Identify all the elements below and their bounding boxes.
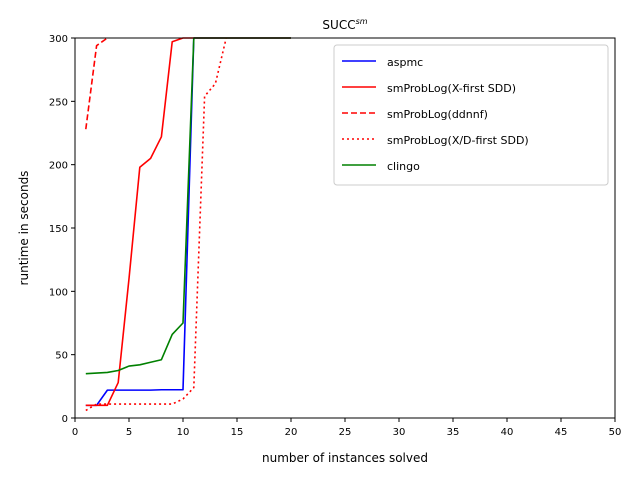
legend-label: smProbLog(X/D-first SDD) <box>387 134 529 147</box>
series-line-3 <box>85 37 108 130</box>
y-tick-label: 250 <box>49 97 68 108</box>
y-axis-label: runtime in seconds <box>17 171 31 286</box>
chart-title-superscript: sm <box>356 17 368 26</box>
legend-label: aspmc <box>387 56 423 69</box>
y-tick-label: 50 <box>55 351 68 362</box>
x-tick-label: 35 <box>447 427 460 438</box>
series-group <box>85 37 291 412</box>
x-tick-label: 25 <box>339 427 352 438</box>
chart-title: SUCCsm <box>322 17 367 32</box>
series-line-4 <box>85 37 227 412</box>
legend-label: smProbLog(X-first SDD) <box>387 82 516 95</box>
legend-label: clingo <box>387 160 420 173</box>
x-tick-label: 30 <box>393 427 406 438</box>
x-tick-label: 15 <box>231 427 244 438</box>
x-tick-label: 10 <box>177 427 190 438</box>
y-tick-label: 0 <box>62 414 68 425</box>
y-tick-label: 150 <box>49 224 68 235</box>
y-tick-label: 100 <box>49 287 68 298</box>
x-tick-label: 0 <box>72 427 78 438</box>
x-tick-label: 5 <box>126 427 132 438</box>
legend-label: smProbLog(ddnnf) <box>387 108 488 121</box>
x-tick-label: 50 <box>609 427 622 438</box>
y-tick-label: 300 <box>49 34 68 45</box>
x-axis-label: number of instances solved <box>262 451 428 465</box>
x-tick-label: 45 <box>555 427 568 438</box>
series-line-1 <box>85 37 291 407</box>
y-tick-label: 200 <box>49 161 68 172</box>
chart-title-main: SUCC <box>322 18 355 32</box>
x-tick-label: 40 <box>501 427 514 438</box>
x-tick-label: 20 <box>285 427 298 438</box>
plot-area: 0 5 10 15 20 25 30 35 40 45 50 0 50 100 150 200 250 300 <box>49 34 621 438</box>
legend-box <box>333 44 609 186</box>
legend: aspmc smProbLog(X-first SDD) smProbLog(ddn… <box>333 44 609 186</box>
